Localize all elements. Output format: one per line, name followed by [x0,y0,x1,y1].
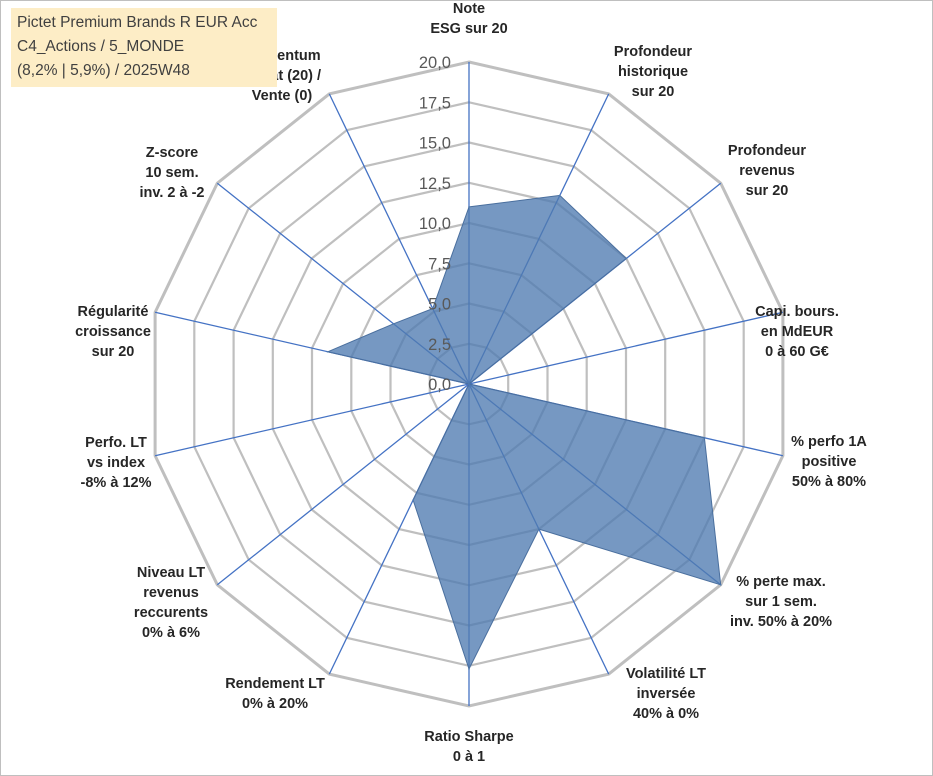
axis-label-line: Régularité [78,304,149,320]
axis-label-line: 0% à 20% [242,696,308,712]
axis-label-line: 40% à 0% [633,706,699,722]
series-point [538,528,540,530]
axis-label-line: Profondeur [728,143,806,159]
axis-label-line: % perfo 1A [791,434,867,450]
series-point [703,436,706,439]
axis-label-line: Volatilité LT [626,666,706,682]
axis-label: Z-score 10 sem. inv. 2 à -2 [139,145,204,201]
series-point [468,206,470,208]
axis-label-line: Vente (0) [252,88,313,104]
axis-label-line: % perte max. [736,574,825,590]
axis-label-line: inversée [637,686,696,702]
axis-label-line: Ratio Sharpe [424,729,513,745]
axis-label: Note ESG sur 20 [430,1,507,37]
axis-label-line: 50% à 80% [792,474,866,490]
series-point [431,307,434,310]
series-point [625,257,628,260]
series-point [559,194,561,197]
axis-label: Régularité croissance sur 20 [75,304,151,360]
axis-label: Perfo. LT vs index -8% à 12% [81,435,152,491]
axis-label: Niveau LT revenus reccurents 0% à 6% [134,565,208,641]
tick-label: 2,5 [428,336,451,354]
axis-label-line: inv. 50% à 20% [730,614,832,630]
axis-label: % perfo 1A positive 50% à 80% [791,434,867,490]
series-point [412,499,414,501]
axis-label: Profondeur historique sur 20 [614,44,692,100]
axis-label-line: sur 20 [92,344,135,360]
series-point [719,584,722,586]
axis-spoke [154,383,470,457]
axis-label-line: Niveau LT [137,565,205,581]
series-point [392,323,395,325]
axis-label-line: sur 1 sem. [745,594,817,610]
tick-label: 7,5 [428,255,451,273]
axis-labels: Note ESG sur 20 Profondeur historique sur 20… [75,1,867,765]
axis-label-line: Capi. bours. [755,304,839,320]
axis-label: Rendement LT 0% à 20% [225,676,325,712]
axis-label-line: sur 20 [632,84,675,100]
tick-label: 15,0 [419,135,451,153]
axis-label-line: Profondeur [614,44,692,60]
radial-tick-labels: 0,0 2,5 5,0 7,5 10,0 12,5 15,0 17,5 20,0 [419,54,451,394]
axis-label: Ratio Sharpe 0 à 1 [424,729,513,765]
axis-label-line: Note [453,1,485,17]
axis-label-line: inv. 2 à -2 [139,185,204,201]
axis-label-line: en MdEUR [761,324,834,340]
axis-spoke [468,311,784,385]
axis-label: Volatilité LT inversée 40% à 0% [626,666,706,722]
axis-label-line: positive [802,454,857,470]
axis-label-line: 0 à 60 G€ [765,344,829,360]
axis-label-line: historique [618,64,688,80]
axis-label: Capi. bours. en MdEUR 0 à 60 G€ [755,304,839,360]
series-point [468,668,470,670]
axis-label-line: ESG sur 20 [430,21,507,37]
tick-label: 0,0 [428,376,451,394]
series-point [468,383,470,385]
axis-label: Profondeur revenus sur 20 [728,143,806,199]
axis-label-line: 0 à 1 [453,749,485,765]
fund-category: C4_Actions / 5_MONDE [17,38,185,55]
axis-label-line: -8% à 12% [81,475,152,491]
axis-label: % perte max. sur 1 sem. inv. 50% à 20% [730,574,832,630]
fund-stats: (8,2% | 5,9%) / 2025W48 [17,62,190,79]
axis-label-line: reccurents [134,605,208,621]
fund-name: Pictet Premium Brands R EUR Acc [17,14,258,31]
axis-label-line: revenus [739,163,795,179]
axis-label-line: Perfo. LT [85,435,147,451]
tick-label: 5,0 [428,296,451,314]
axis-label-line: vs index [87,455,145,471]
tick-label: 12,5 [419,175,451,193]
axis-label-line: Z-score [146,145,198,161]
axis-label-line: Rendement LT [225,676,325,692]
tick-label: 17,5 [419,94,451,112]
series-point [326,351,329,353]
tick-label: 10,0 [419,215,451,233]
axis-label-line: 0% à 6% [142,625,200,641]
fund-title-box: Pictet Premium Brands R EUR Acc C4_Actio… [11,8,277,87]
radar-series [326,194,722,671]
series-area [326,194,722,671]
axis-label-line: 10 sem. [145,165,198,181]
axis-label-line: sur 20 [746,183,789,199]
axis-spoke [216,383,470,586]
axis-label-line: revenus [143,585,199,601]
tick-label: 20,0 [419,54,451,72]
axis-label-line: croissance [75,324,151,340]
